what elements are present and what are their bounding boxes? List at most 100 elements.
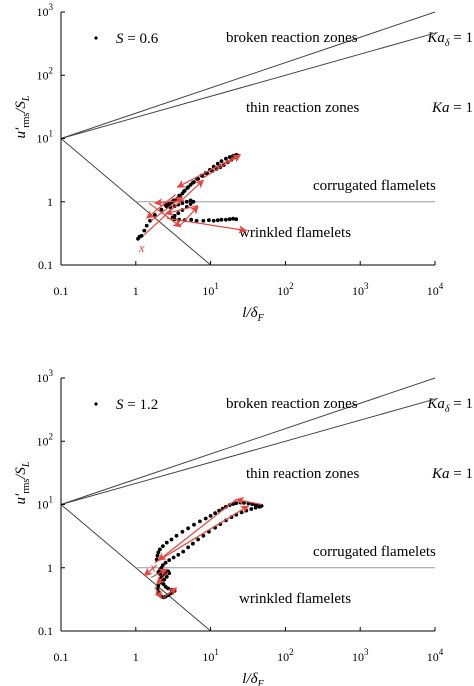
y-tick-label-exponent: 2 xyxy=(49,65,54,75)
x-tick-label: 0.1 xyxy=(54,284,69,298)
y-tick-label: 102 xyxy=(37,431,54,448)
x-tick-label-base: 10 xyxy=(427,650,439,664)
x-tick-label: 101 xyxy=(202,281,219,298)
data-point xyxy=(219,159,224,164)
x-tick-label-base: 10 xyxy=(277,284,289,298)
x-tick-label-base: 1 xyxy=(133,284,139,298)
data-point xyxy=(164,540,169,545)
line-label-ka-delta-rest: = 1 xyxy=(450,30,473,46)
data-point xyxy=(188,202,193,206)
data-point xyxy=(196,537,201,542)
trajectory-arrow xyxy=(154,198,184,207)
line-label-ka-rest: = 1 xyxy=(450,466,473,482)
trajectory-start-marker: x xyxy=(138,240,145,255)
y-axis-label-mid: /S xyxy=(13,467,29,480)
legend-marker xyxy=(94,402,98,406)
y-tick-label: 102 xyxy=(37,65,54,82)
line-label-ka-main: Ka xyxy=(431,466,450,482)
y-tick-label-exponent: 1 xyxy=(49,129,54,139)
data-point xyxy=(234,501,239,506)
data-point xyxy=(167,558,172,562)
trajectory-arrow xyxy=(154,505,250,564)
data-point xyxy=(224,156,228,161)
y-tick-label: 103 xyxy=(37,2,54,19)
data-point xyxy=(231,216,236,221)
y-tick-label-exponent: 2 xyxy=(49,431,54,441)
line-label-ka-delta-main: Ka xyxy=(426,396,445,412)
trajectory-arrow xyxy=(164,205,198,216)
data-point xyxy=(257,504,262,509)
trajectory-arrow xyxy=(179,205,199,227)
line-label-ka: Ka = 1 xyxy=(431,466,473,482)
x-tick-label-base: 10 xyxy=(202,284,214,298)
trajectory-arrow xyxy=(235,496,262,506)
data-point xyxy=(181,549,186,554)
data-point xyxy=(227,217,232,222)
x-tick-label-exponent: 2 xyxy=(289,281,294,291)
y-tick-label: 0.1 xyxy=(38,624,53,638)
line-label-ka-delta-sub: δ xyxy=(445,404,450,415)
boundary-line-ka-delta xyxy=(60,11,436,139)
data-point xyxy=(189,217,194,222)
region-label-thin-reaction-zones: thin reaction zones xyxy=(246,466,359,482)
legend-label-symbol: S xyxy=(116,397,124,413)
data-point xyxy=(171,555,176,560)
data-point xyxy=(191,541,195,546)
x-tick-label-base: 10 xyxy=(352,650,364,664)
data-point xyxy=(201,533,206,538)
boundary-line-ka xyxy=(60,32,436,139)
x-tick-label: 104 xyxy=(427,647,444,664)
x-tick-label-exponent: 1 xyxy=(214,281,219,291)
trajectory-arrow xyxy=(143,564,158,577)
data-point xyxy=(148,218,152,223)
line-label-ka-rest: = 1 xyxy=(450,100,473,116)
line-label-ka: Ka = 1 xyxy=(431,100,473,116)
y-tick-label-exponent: 1 xyxy=(49,495,54,505)
data-point xyxy=(207,218,211,223)
data-point xyxy=(192,180,196,184)
x-tick-label-base: 10 xyxy=(277,650,289,664)
x-axis-label-sub: F xyxy=(257,313,265,324)
data-point xyxy=(244,508,249,513)
data-point xyxy=(163,560,168,565)
data-point xyxy=(176,211,181,216)
data-point xyxy=(176,552,181,557)
data-point xyxy=(158,547,162,552)
data-point xyxy=(182,188,187,193)
y-tick-label-base: 0.1 xyxy=(38,624,53,638)
x-tick-label-exponent: 4 xyxy=(439,647,444,657)
y-tick-label-base: 10 xyxy=(37,68,49,82)
y-axis-label-sub2: L xyxy=(21,461,32,468)
y-axis-label-sub1: rms xyxy=(21,479,32,494)
data-point xyxy=(203,516,208,521)
data-point xyxy=(219,217,224,222)
x-axis-label-main: l/δ xyxy=(242,671,258,686)
legend-label-symbol: S xyxy=(116,31,124,47)
data-point xyxy=(227,155,232,159)
x-tick-label-base: 1 xyxy=(133,650,139,664)
x-tick-label-base: 10 xyxy=(202,650,214,664)
x-tick-label-exponent: 3 xyxy=(364,281,369,291)
region-label-wrinkled-flamelets: wrinkled flamelets xyxy=(239,225,351,241)
region-label-thin-reaction-zones: thin reaction zones xyxy=(246,100,359,116)
x-tick-label: 0.1 xyxy=(54,650,69,664)
data-point xyxy=(192,522,196,527)
region-label-corrugated-flamelets: corrugated flamelets xyxy=(313,178,436,194)
y-axis-label-sub1: rms xyxy=(21,113,32,128)
data-point xyxy=(253,505,258,510)
trajectory-arrows xyxy=(143,496,262,599)
data-point xyxy=(234,217,239,222)
data-point xyxy=(201,218,206,223)
x-tick-label-base: 0.1 xyxy=(54,650,69,664)
line-label-ka-delta: Kaδ = 1 xyxy=(426,396,473,415)
data-point xyxy=(184,199,189,204)
y-axis-label-main: u′ xyxy=(13,127,29,139)
region-label-corrugated-flamelets: corrugated flamelets xyxy=(313,544,436,560)
data-point xyxy=(163,584,168,589)
data-point xyxy=(186,545,191,550)
y-tick-label: 1 xyxy=(47,561,53,575)
data-point xyxy=(198,519,202,524)
data-point xyxy=(144,223,149,228)
line-label-ka-delta-sub: δ xyxy=(445,38,450,49)
